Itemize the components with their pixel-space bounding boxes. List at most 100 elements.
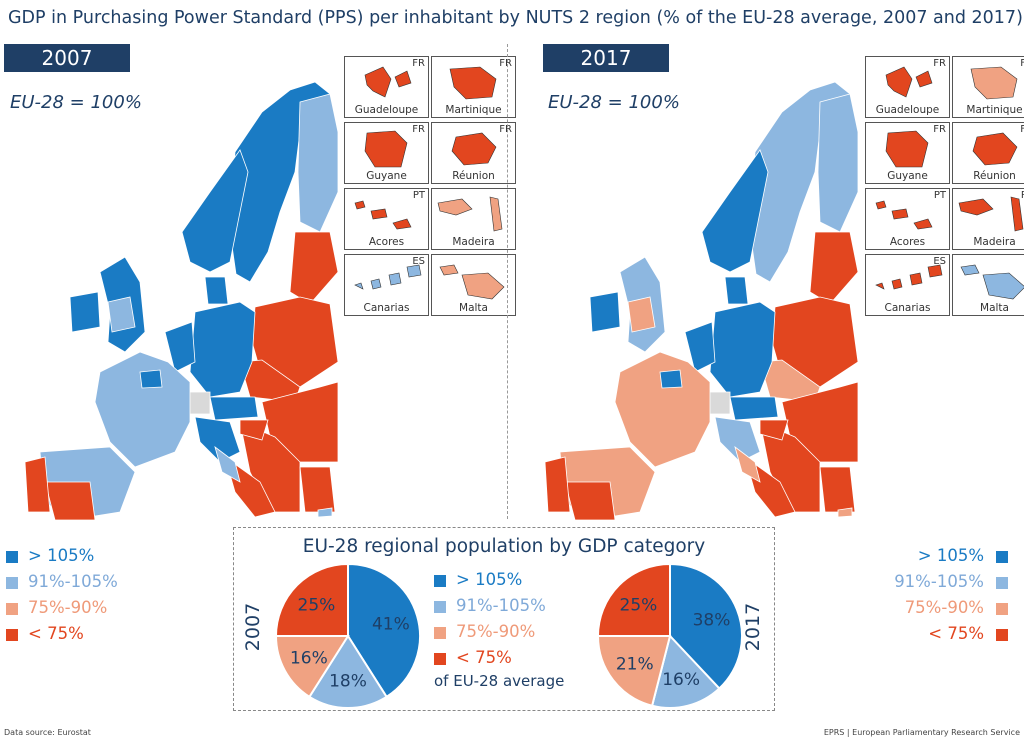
credit: EPRS | European Parliamentary Research S…: [823, 728, 1020, 737]
region-denmark: [204, 276, 229, 305]
inset-guadeloupe-2017: FR Guadeloupe: [865, 56, 950, 118]
inset-malta-2017: Malta: [952, 254, 1024, 316]
inset-canarias-2007: ES Canarias: [344, 254, 429, 316]
map-divider: [507, 44, 508, 519]
pie-year-2007: 2007: [242, 602, 264, 652]
year-badge-2017: 2017: [543, 44, 669, 72]
legend-item: 91%-105%: [880, 572, 1010, 598]
swatch-91-105: [434, 601, 446, 613]
pie-slice-gt105: [669, 562, 743, 690]
region-poland: [251, 296, 339, 388]
inset-martinique-2007: FR Martinique: [431, 56, 516, 118]
chart-title: GDP in Purchasing Power Standard (PPS) p…: [8, 8, 1023, 28]
legend-right: > 105% 91%-105% 75%-90% < 75%: [880, 546, 1010, 650]
pie-slice-label: 16%: [662, 670, 700, 690]
region-ireland: [69, 291, 101, 333]
legend-item: > 105%: [434, 570, 564, 596]
region-germany: [709, 301, 776, 398]
legend-item: < 75%: [6, 624, 136, 650]
region-italy: [194, 416, 241, 463]
region-paris: [139, 369, 163, 389]
inset-madeira-2007: Madeira: [431, 188, 516, 250]
region-cyprus: [837, 507, 853, 518]
region-benelux: [684, 321, 716, 373]
region-balkans: [239, 421, 301, 513]
swatch-75-90: [6, 603, 18, 615]
legend-suffix: of EU-28 average: [434, 672, 565, 690]
map-2007: [24, 81, 339, 521]
region-uk-north: [627, 296, 656, 333]
region-portugal: [544, 456, 571, 513]
pie-slice-label: 21%: [616, 654, 654, 674]
swatch-lt75: [996, 629, 1008, 641]
region-denmark: [724, 276, 749, 305]
swatch-91-105: [6, 577, 18, 589]
swatch-gt105: [996, 551, 1008, 563]
region-greece: [299, 466, 336, 513]
legend-item: 75%-90%: [880, 598, 1010, 624]
pie-slice-label: 18%: [329, 672, 367, 692]
swatch-91-105: [996, 577, 1008, 589]
inset-acores-2017: PT Acores: [865, 188, 950, 250]
inset-reunion-2017: FR Réunion: [952, 122, 1024, 184]
region-norway: [701, 149, 769, 273]
region-germany: [189, 301, 256, 398]
legend-item: 91%-105%: [434, 596, 564, 622]
region-france: [94, 351, 191, 468]
eu-reference-2017: EU-28 = 100%: [548, 92, 680, 113]
region-ireland: [589, 291, 621, 333]
legend-item: 75%-90%: [6, 598, 136, 624]
legend-left: > 105% 91%-105% 75%-90% < 75%: [6, 546, 136, 650]
legend-item: > 105%: [880, 546, 1010, 572]
pie-slice-label: 41%: [372, 615, 410, 635]
legend-item: < 75%: [434, 648, 564, 674]
region-austria: [729, 396, 779, 421]
pie-slice-label: 16%: [290, 649, 328, 669]
swatch-75-90: [996, 603, 1008, 615]
region-baltics: [809, 231, 859, 305]
legend-item: > 105%: [6, 546, 136, 572]
inset-guadeloupe-2007: FR Guadeloupe: [344, 56, 429, 118]
pie-slice-label: 25%: [620, 595, 658, 615]
data-source: Data source: Eurostat: [4, 728, 91, 737]
region-baltics: [289, 231, 339, 305]
region-poland: [771, 296, 859, 388]
inset-acores-2007: PT Acores: [344, 188, 429, 250]
pie-slice-r75_90: [274, 635, 350, 699]
region-greece: [819, 466, 856, 513]
inset-canarias-2017: ES Canarias: [865, 254, 950, 316]
inset-martinique-2017: FR Martinique: [952, 56, 1024, 118]
map-2017: [544, 81, 859, 521]
year-badge-2007: 2007: [4, 44, 130, 72]
pie-slice-r91_105: [308, 634, 388, 709]
pie-slice-label: 38%: [693, 611, 731, 631]
region-spain-south: [564, 481, 616, 521]
region-sweden-finland: [229, 81, 331, 283]
pie-2017: 38% 16% 21% 25%: [596, 562, 743, 709]
region-sweden-finland: [749, 81, 851, 283]
region-croatia: [759, 419, 789, 441]
legend-item: < 75%: [880, 624, 1010, 650]
inset-malta-2007: Malta: [431, 254, 516, 316]
pie-year-2017: 2017: [742, 602, 764, 652]
region-portugal: [24, 456, 51, 513]
swatch-gt105: [6, 551, 18, 563]
region-finland: [817, 93, 859, 233]
region-spain-south: [44, 481, 96, 521]
region-italy-mid: [734, 445, 761, 483]
swatch-gt105: [434, 575, 446, 587]
pie-2007: 41% 18%16% 25%: [274, 562, 421, 709]
region-croatia: [239, 419, 269, 441]
population-chart-box: EU-28 regional population by GDP categor…: [233, 527, 775, 711]
pie-slice-r91_105: [650, 633, 721, 709]
swatch-lt75: [6, 629, 18, 641]
region-benelux: [164, 321, 196, 373]
region-france: [614, 351, 711, 468]
region-finland: [297, 93, 339, 233]
inset-reunion-2007: FR Réunion: [431, 122, 516, 184]
region-austria: [209, 396, 259, 421]
region-italy: [714, 416, 761, 463]
pie-slice-r75_90: [596, 635, 672, 707]
region-uk-north: [107, 296, 136, 333]
region-cyprus: [317, 507, 333, 518]
